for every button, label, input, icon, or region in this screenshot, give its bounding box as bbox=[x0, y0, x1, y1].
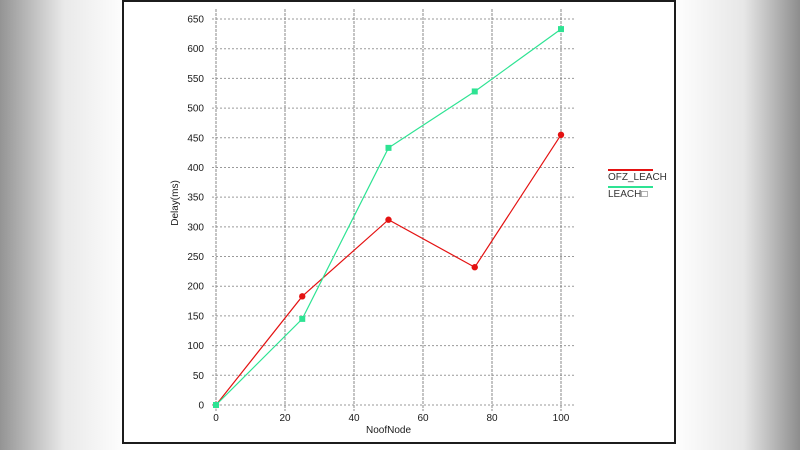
legend-entry-ofz-leach: OFZ_LEACH bbox=[608, 169, 668, 183]
svg-text:20: 20 bbox=[279, 413, 291, 424]
svg-text:40: 40 bbox=[348, 413, 360, 424]
chart-legend: OFZ_LEACH LEACH□ bbox=[608, 169, 668, 203]
legend-entry-leach: LEACH□ bbox=[608, 186, 668, 200]
svg-text:100: 100 bbox=[553, 413, 570, 424]
svg-text:100: 100 bbox=[187, 341, 204, 352]
chart-panel: 0 50 100 150 200 250 300 350 400 450 500 550 600 650 0… bbox=[122, 0, 676, 444]
legend-line-swatch-green bbox=[608, 186, 653, 188]
svg-text:350: 350 bbox=[187, 193, 204, 204]
svg-text:60: 60 bbox=[417, 413, 429, 424]
svg-text:NoofNode: NoofNode bbox=[366, 425, 411, 436]
svg-text:150: 150 bbox=[187, 311, 204, 322]
svg-text:450: 450 bbox=[187, 133, 204, 144]
legend-line-swatch-red bbox=[608, 169, 653, 171]
svg-text:200: 200 bbox=[187, 282, 204, 293]
legend-label: OFZ_LEACH bbox=[608, 172, 667, 183]
svg-text:0: 0 bbox=[213, 413, 219, 424]
svg-text:0: 0 bbox=[198, 401, 204, 412]
line-chart: 0 50 100 150 200 250 300 350 400 450 500 550 600 650 0… bbox=[170, 9, 576, 436]
svg-text:300: 300 bbox=[187, 222, 204, 233]
svg-text:650: 650 bbox=[187, 15, 204, 26]
svg-text:500: 500 bbox=[187, 104, 204, 115]
svg-text:600: 600 bbox=[187, 44, 204, 55]
svg-text:Delay(ms): Delay(ms) bbox=[170, 180, 181, 226]
svg-text:50: 50 bbox=[193, 371, 205, 382]
svg-text:400: 400 bbox=[187, 163, 204, 174]
svg-text:80: 80 bbox=[486, 413, 498, 424]
legend-label: LEACH□ bbox=[608, 189, 648, 200]
svg-text:550: 550 bbox=[187, 74, 204, 85]
svg-text:250: 250 bbox=[187, 252, 204, 263]
